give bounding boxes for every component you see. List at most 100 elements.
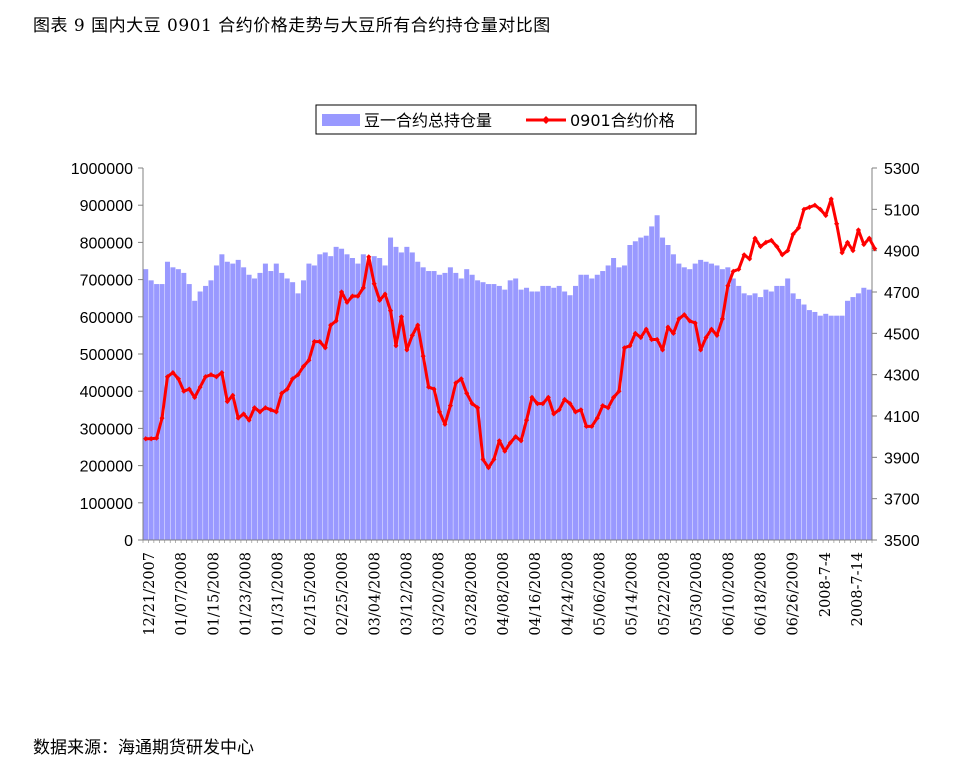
price-point [768,237,774,243]
price-point [698,347,704,353]
bar [534,291,540,540]
bar [268,271,274,540]
x-tick-label: 03/04/2008 [367,552,383,636]
price-point [295,372,301,378]
bar [660,237,666,540]
price-point [306,357,312,363]
price-point [534,401,541,407]
bar [801,304,807,540]
bar [589,278,595,540]
x-tick-label: 06/18/2008 [754,552,770,636]
price-point [241,411,247,417]
price-point [562,396,568,403]
price-point [208,372,214,378]
price-point [148,436,154,442]
y-right-tick-label: 3500 [884,533,920,550]
price-point [605,405,611,411]
bar [306,263,312,540]
price-point [725,283,731,289]
price-point [404,347,410,353]
bar [241,267,247,540]
x-tick-label: 2008-7-4 [818,552,834,617]
price-point [621,345,628,351]
price-point [583,423,589,429]
bar [398,252,404,540]
price-point [779,252,785,258]
price-point [469,401,475,407]
bar [409,252,415,540]
price-point [610,394,617,400]
price-point [785,248,791,254]
price-point [311,339,317,345]
x-tick-label: 04/24/2008 [560,552,576,636]
bar [344,254,350,541]
price-point [317,339,323,345]
price-point [834,221,840,227]
price-point [349,293,356,299]
price-point [855,227,861,233]
legend-label-line: 0901合约价格 [570,111,675,130]
price-point [545,394,551,400]
price-point [262,405,269,411]
bar [143,269,149,540]
bar [676,263,682,540]
price-point [828,196,834,202]
bar [213,265,219,540]
price-point [382,291,388,297]
price-point [632,330,638,336]
x-tick-label: 03/20/2008 [432,552,448,636]
bar [654,215,660,541]
price-point [442,421,448,427]
y-left-tick-label: 600000 [80,310,133,327]
x-tick-label: 04/16/2008 [528,552,544,636]
price-point [551,411,557,417]
bar [709,263,715,540]
x-tick-label: 05/30/2008 [689,552,705,636]
price-point [823,212,829,219]
price-point [502,448,508,454]
bar [311,265,317,540]
bar [502,289,508,540]
bar [371,256,377,540]
price-point [589,423,595,429]
legend-box [315,104,697,135]
price-point [507,440,513,446]
bar [175,269,181,540]
price-point [251,405,258,411]
bar [235,259,241,540]
price-point [154,435,160,441]
price-point [322,345,328,351]
price-point [643,326,649,332]
bar [404,246,410,541]
price-point [480,456,486,462]
price-point [436,409,443,415]
price-point [290,376,296,382]
bar [529,291,535,540]
bar [333,246,339,541]
price-point [518,438,524,444]
bar [703,261,709,540]
legend: 豆一合约总持仓量 0901合约价格 [315,104,697,135]
legend-swatch-marker [542,116,550,124]
price-point [235,415,241,421]
bar [540,285,546,540]
price-point [719,316,725,322]
price-point [398,314,405,320]
price-point [230,392,236,398]
price-point [328,322,334,328]
bar [632,241,638,540]
y-right-tick-label: 4300 [884,368,920,385]
y-left-tick-label: 1000000 [71,161,133,178]
bar [812,311,818,540]
price-point [866,235,872,241]
bar [284,278,290,540]
price-point [333,318,339,324]
price-point [496,438,502,444]
x-tick-label: 04/08/2008 [496,552,512,636]
price-point [192,394,198,400]
bar [393,246,399,541]
bar [752,293,758,540]
y-left-tick-label: 800000 [80,235,133,252]
price-point [556,407,562,413]
bar [290,282,296,540]
